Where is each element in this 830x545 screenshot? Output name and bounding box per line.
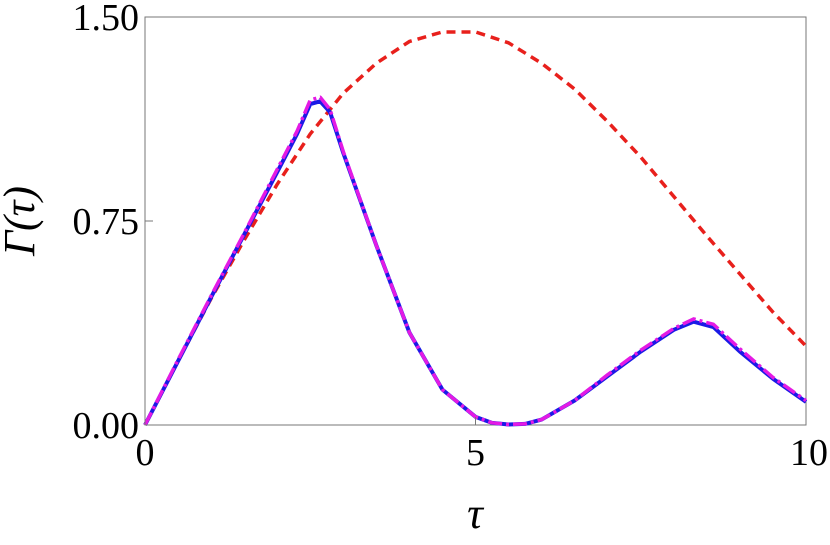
y-tick-label: 0.00 bbox=[73, 405, 140, 447]
series-line-dashed bbox=[143, 30, 808, 426]
plot-frame bbox=[144, 16, 807, 426]
x-tick-label: 0 bbox=[136, 432, 155, 474]
series-line-dashdot bbox=[143, 95, 808, 427]
y-tick-label: 1.50 bbox=[73, 0, 140, 39]
ticks-layer: 0 5 10 0.00 0.75 1.50 bbox=[73, 0, 829, 474]
x-tick-label: 5 bbox=[466, 432, 485, 474]
x-tick-label: 10 bbox=[790, 432, 828, 474]
y-axis-title: Γ(τ) bbox=[0, 186, 44, 257]
y-tick-label: 0.75 bbox=[73, 201, 140, 243]
x-axis-title: τ bbox=[467, 489, 485, 538]
series-layer bbox=[143, 30, 808, 427]
series-line-solid bbox=[143, 99, 808, 427]
